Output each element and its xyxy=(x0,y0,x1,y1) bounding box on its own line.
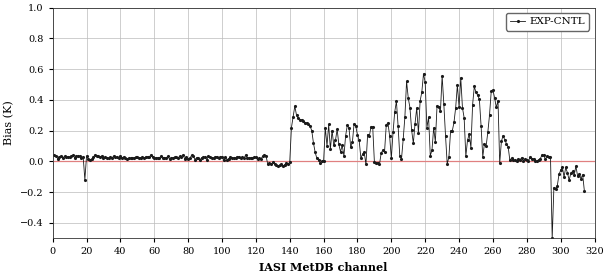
Y-axis label: Bias (K): Bias (K) xyxy=(4,101,15,145)
EXP-CNTL xyxy=(548,237,556,240)
X-axis label: IASI MetDB channel: IASI MetDB channel xyxy=(260,262,388,273)
EXP-CNTL xyxy=(305,123,312,126)
EXP-CNTL xyxy=(581,189,588,193)
EXP-CNTL xyxy=(420,72,427,75)
EXP-CNTL xyxy=(203,158,210,161)
EXP-CNTL xyxy=(449,129,456,133)
EXP-CNTL xyxy=(149,155,156,158)
EXP-CNTL xyxy=(50,153,58,157)
Legend: EXP-CNTL: EXP-CNTL xyxy=(506,13,589,30)
EXP-CNTL xyxy=(54,157,61,160)
EXP-CNTL xyxy=(222,156,229,159)
Line: EXP-CNTL: EXP-CNTL xyxy=(53,72,586,240)
